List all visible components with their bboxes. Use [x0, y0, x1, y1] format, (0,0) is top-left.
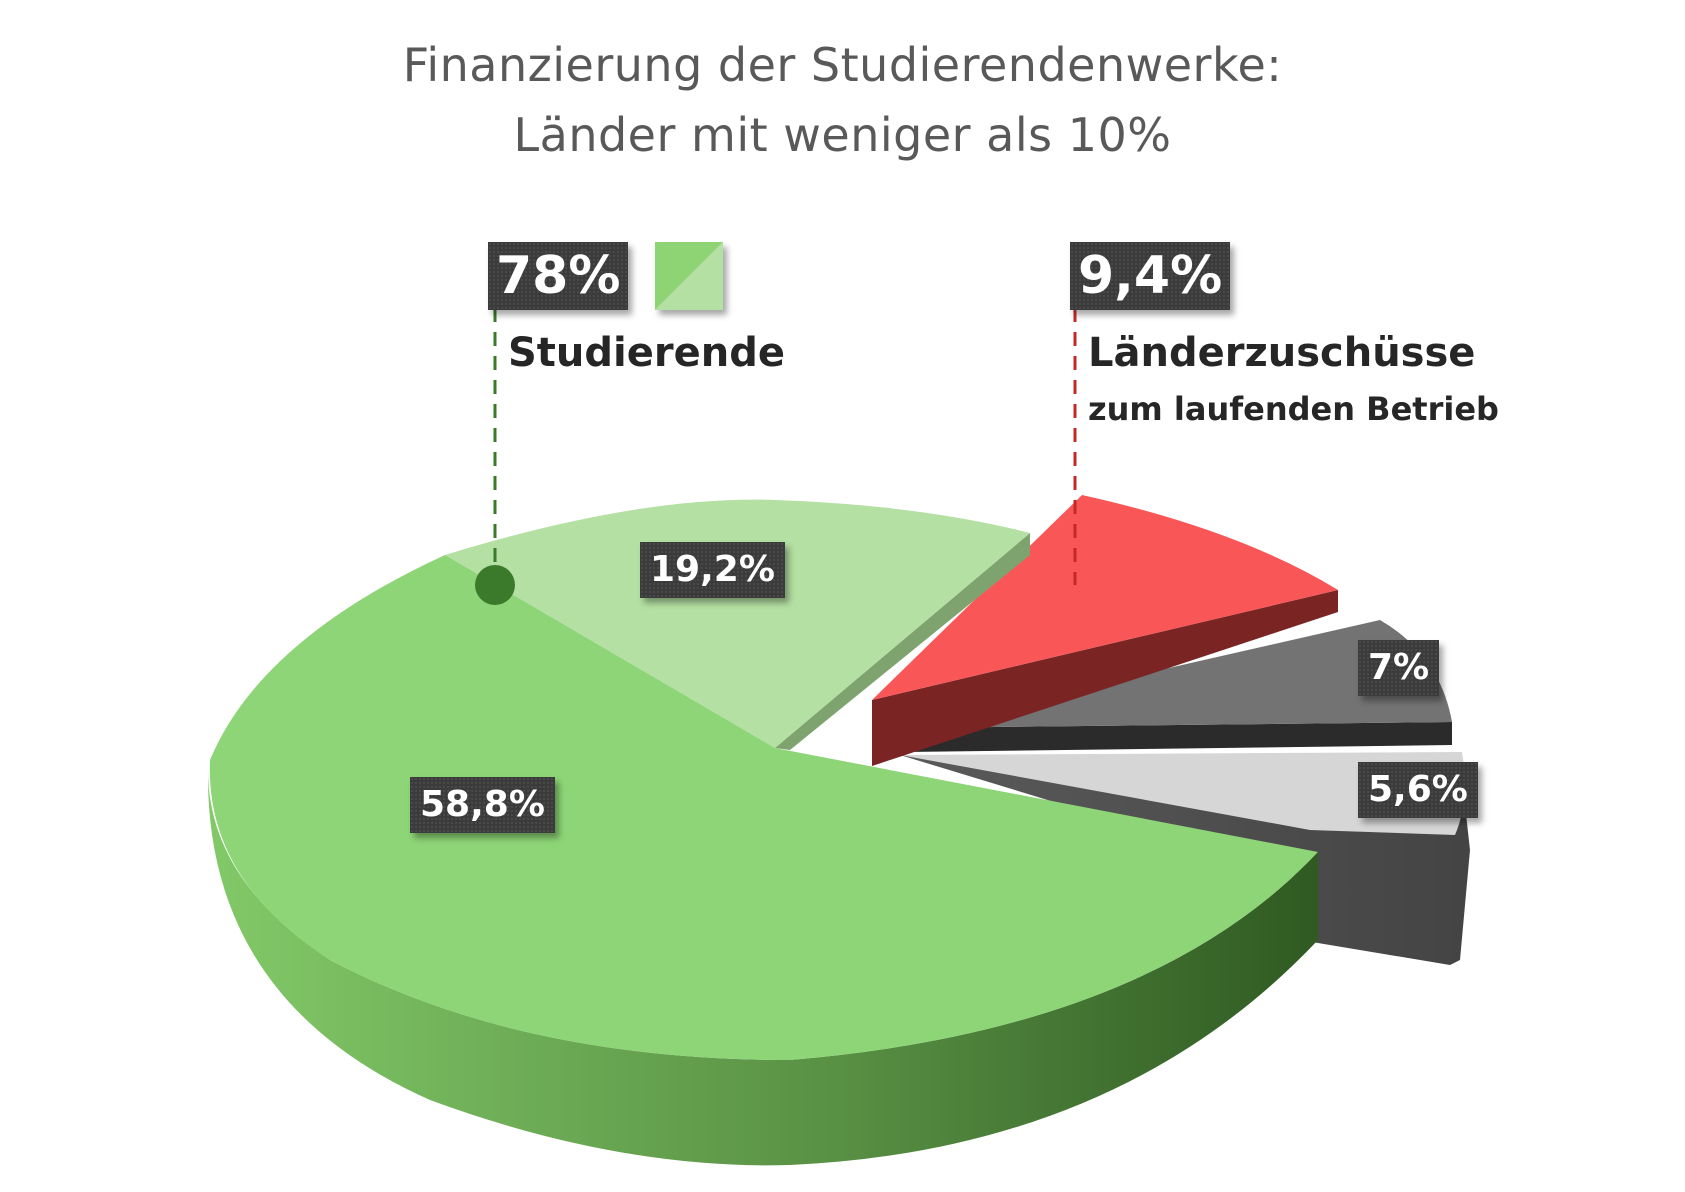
group-value-laenderzuschuesse: 9,4%: [1070, 242, 1231, 310]
group-label-studierende: Studierende: [508, 330, 785, 376]
pie-slice-9-4-side: [872, 590, 1338, 766]
group-value-studierende: 78%: [488, 242, 629, 310]
chart-title-line-1: Finanzierung der Studierendenwerke:: [402, 38, 1283, 92]
pie-slice-58-8: [209, 555, 1318, 1060]
pie-slice-5-6: [900, 752, 1465, 835]
chart-title-line-2: Länder mit weniger als 10%: [513, 108, 1172, 162]
data-label-19-2: 19,2%: [640, 542, 785, 598]
group-label-laenderzuschuesse: Länderzuschüsse: [1088, 330, 1476, 376]
pie-slice-19-2: [445, 499, 1030, 748]
data-label-58-8: 58,8%: [410, 777, 555, 833]
legend-swatch-studierende: [655, 242, 723, 310]
data-label-7: 7%: [1358, 640, 1440, 696]
pie-slice-7-side: [905, 722, 1452, 752]
group-sublabel-laenderzuschuesse: zum laufenden Betrieb: [1088, 390, 1499, 428]
pie-slice-9-4: [872, 495, 1338, 700]
pie-slice-19-2-side: [775, 533, 1030, 750]
callout-dot-studierende: [475, 565, 515, 605]
data-label-5-6: 5,6%: [1358, 762, 1478, 818]
pie-slice-58-8-side: [207, 770, 1318, 1166]
